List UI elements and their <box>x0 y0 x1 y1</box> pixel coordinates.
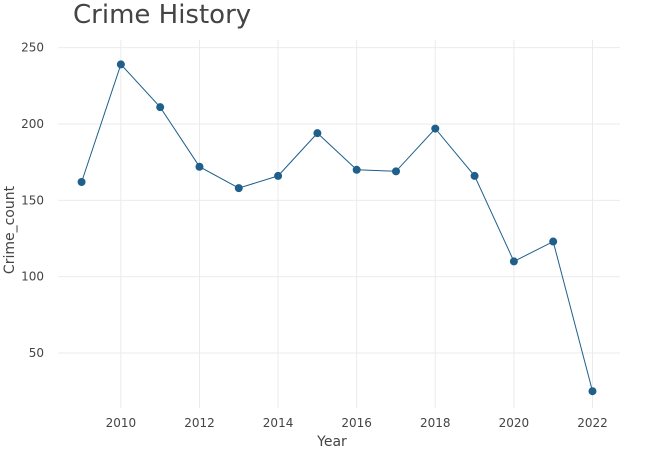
x-tick-label: 2016 <box>341 416 372 430</box>
data-point[interactable] <box>352 165 361 174</box>
data-point[interactable] <box>391 167 400 176</box>
data-point[interactable] <box>431 124 440 133</box>
chart-title: Crime History <box>73 0 251 30</box>
x-tick-label: 2010 <box>106 416 137 430</box>
x-tick-label: 2012 <box>184 416 215 430</box>
y-tick-label: 200 <box>21 117 44 131</box>
data-point[interactable] <box>234 184 243 193</box>
grid-lines <box>58 40 620 408</box>
data-point[interactable] <box>195 162 204 171</box>
y-axis-title: Crime_count <box>2 185 18 274</box>
y-tick-labels: 50 100 150 200 250 <box>21 41 44 360</box>
data-point[interactable] <box>509 257 518 266</box>
data-point[interactable] <box>274 171 283 180</box>
series-line <box>81 63 593 392</box>
data-points <box>77 60 597 396</box>
data-point[interactable] <box>313 129 322 138</box>
y-tick-label: 250 <box>21 41 44 55</box>
data-point[interactable] <box>549 237 558 246</box>
y-tick-label: 100 <box>21 270 44 284</box>
x-tick-label: 2022 <box>577 416 608 430</box>
data-point[interactable] <box>588 387 597 396</box>
y-tick-label: 50 <box>29 346 44 360</box>
y-tick-label: 150 <box>21 193 44 207</box>
data-point[interactable] <box>156 103 165 112</box>
data-point[interactable] <box>470 171 479 180</box>
data-point[interactable] <box>116 60 125 69</box>
x-tick-labels: 2010 2012 2014 2016 2018 2020 2022 <box>106 416 608 430</box>
data-point[interactable] <box>77 178 86 187</box>
x-tick-label: 2018 <box>420 416 451 430</box>
x-tick-label: 2020 <box>499 416 530 430</box>
x-axis-title: Year <box>316 434 347 450</box>
x-tick-label: 2014 <box>263 416 294 430</box>
